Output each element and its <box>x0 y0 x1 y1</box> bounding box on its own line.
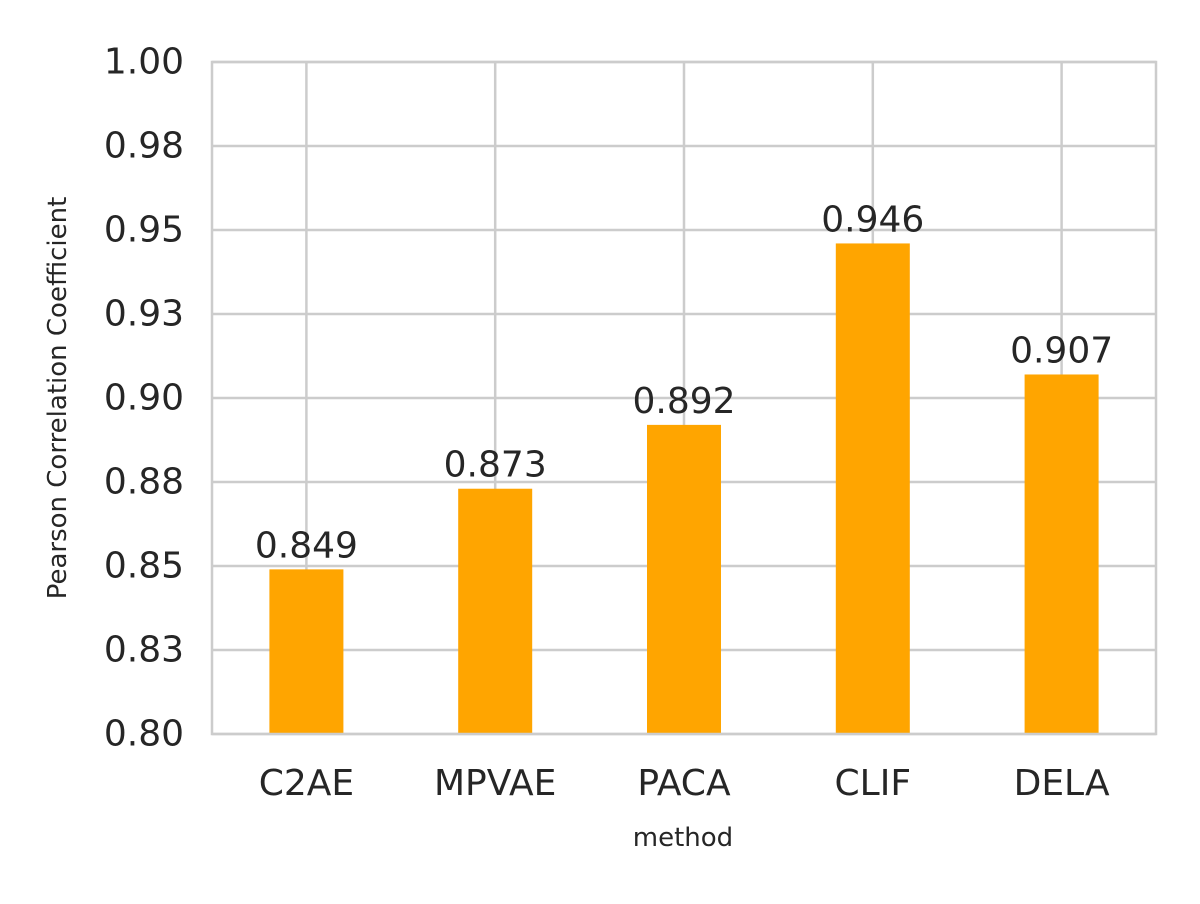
bar-value-labels: 0.849 0.873 0.892 0.946 0.907 <box>255 199 1113 566</box>
y-tick-label: 0.98 <box>104 126 184 167</box>
y-tick-label: 0.83 <box>104 630 184 671</box>
bar-value-label: 0.907 <box>1010 330 1113 371</box>
bar-dela <box>1024 374 1099 734</box>
y-tick-label: 0.88 <box>104 462 184 503</box>
bar-clif <box>835 243 910 734</box>
y-tick-label: 0.95 <box>104 210 184 251</box>
y-axis-ticks: 0.80 0.83 0.85 0.88 0.90 0.93 0.95 0.98 1.00 <box>104 42 184 755</box>
y-tick-label: 0.80 <box>104 714 184 755</box>
x-axis-ticks: C2AE MPVAE PACA CLIF DELA <box>259 763 1110 804</box>
bar-paca <box>647 424 721 734</box>
x-tick-label: DELA <box>1014 763 1110 804</box>
y-tick-label: 1.00 <box>104 42 184 83</box>
y-tick-label: 0.93 <box>104 294 184 335</box>
y-tick-label: 0.90 <box>104 378 184 419</box>
bar-value-label: 0.849 <box>255 525 358 566</box>
bars-layer <box>269 243 1099 734</box>
x-tick-label: PACA <box>637 763 731 804</box>
x-tick-label: MPVAE <box>434 763 556 804</box>
plot-frame <box>210 60 1158 736</box>
bar-value-label: 0.946 <box>821 199 924 240</box>
y-axis-title: Pearson Correlation Coefficient <box>43 197 73 600</box>
bar-value-label: 0.873 <box>444 445 547 486</box>
plot-border <box>210 60 1158 736</box>
x-axis-title: method <box>633 823 733 853</box>
bar-value-label: 0.892 <box>632 381 735 422</box>
y-tick-label: 0.85 <box>104 546 184 587</box>
x-tick-label: C2AE <box>259 763 354 804</box>
x-tick-label: CLIF <box>835 763 912 804</box>
bar-mpvae <box>458 488 533 734</box>
bar-c2ae <box>269 569 344 734</box>
